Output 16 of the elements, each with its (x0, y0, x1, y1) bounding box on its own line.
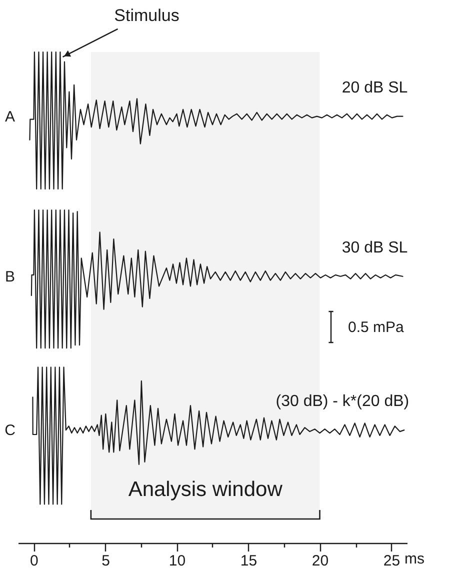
annotation: Stimulus (114, 6, 180, 25)
band-label: Analysis window (128, 478, 284, 501)
series-label: B (4, 268, 16, 286)
x-axis-title: ms (404, 550, 424, 568)
x-tick-label: 25 (383, 552, 400, 570)
series-label: A (4, 108, 16, 126)
x-tick-label: 20 (312, 552, 329, 570)
x-tick-label: 15 (240, 552, 258, 570)
x-tick-label: 0 (30, 552, 38, 570)
annotation: (30 dB) - k*(20 dB) (276, 393, 410, 410)
annotation: 20 dB SL (342, 79, 408, 96)
x-tick-label: 10 (168, 552, 186, 570)
series-label: C (4, 422, 16, 440)
annotation: 0.5 mPa (348, 319, 405, 336)
annotation: 30 dB SL (342, 239, 408, 256)
x-tick-label: 5 (102, 552, 110, 570)
